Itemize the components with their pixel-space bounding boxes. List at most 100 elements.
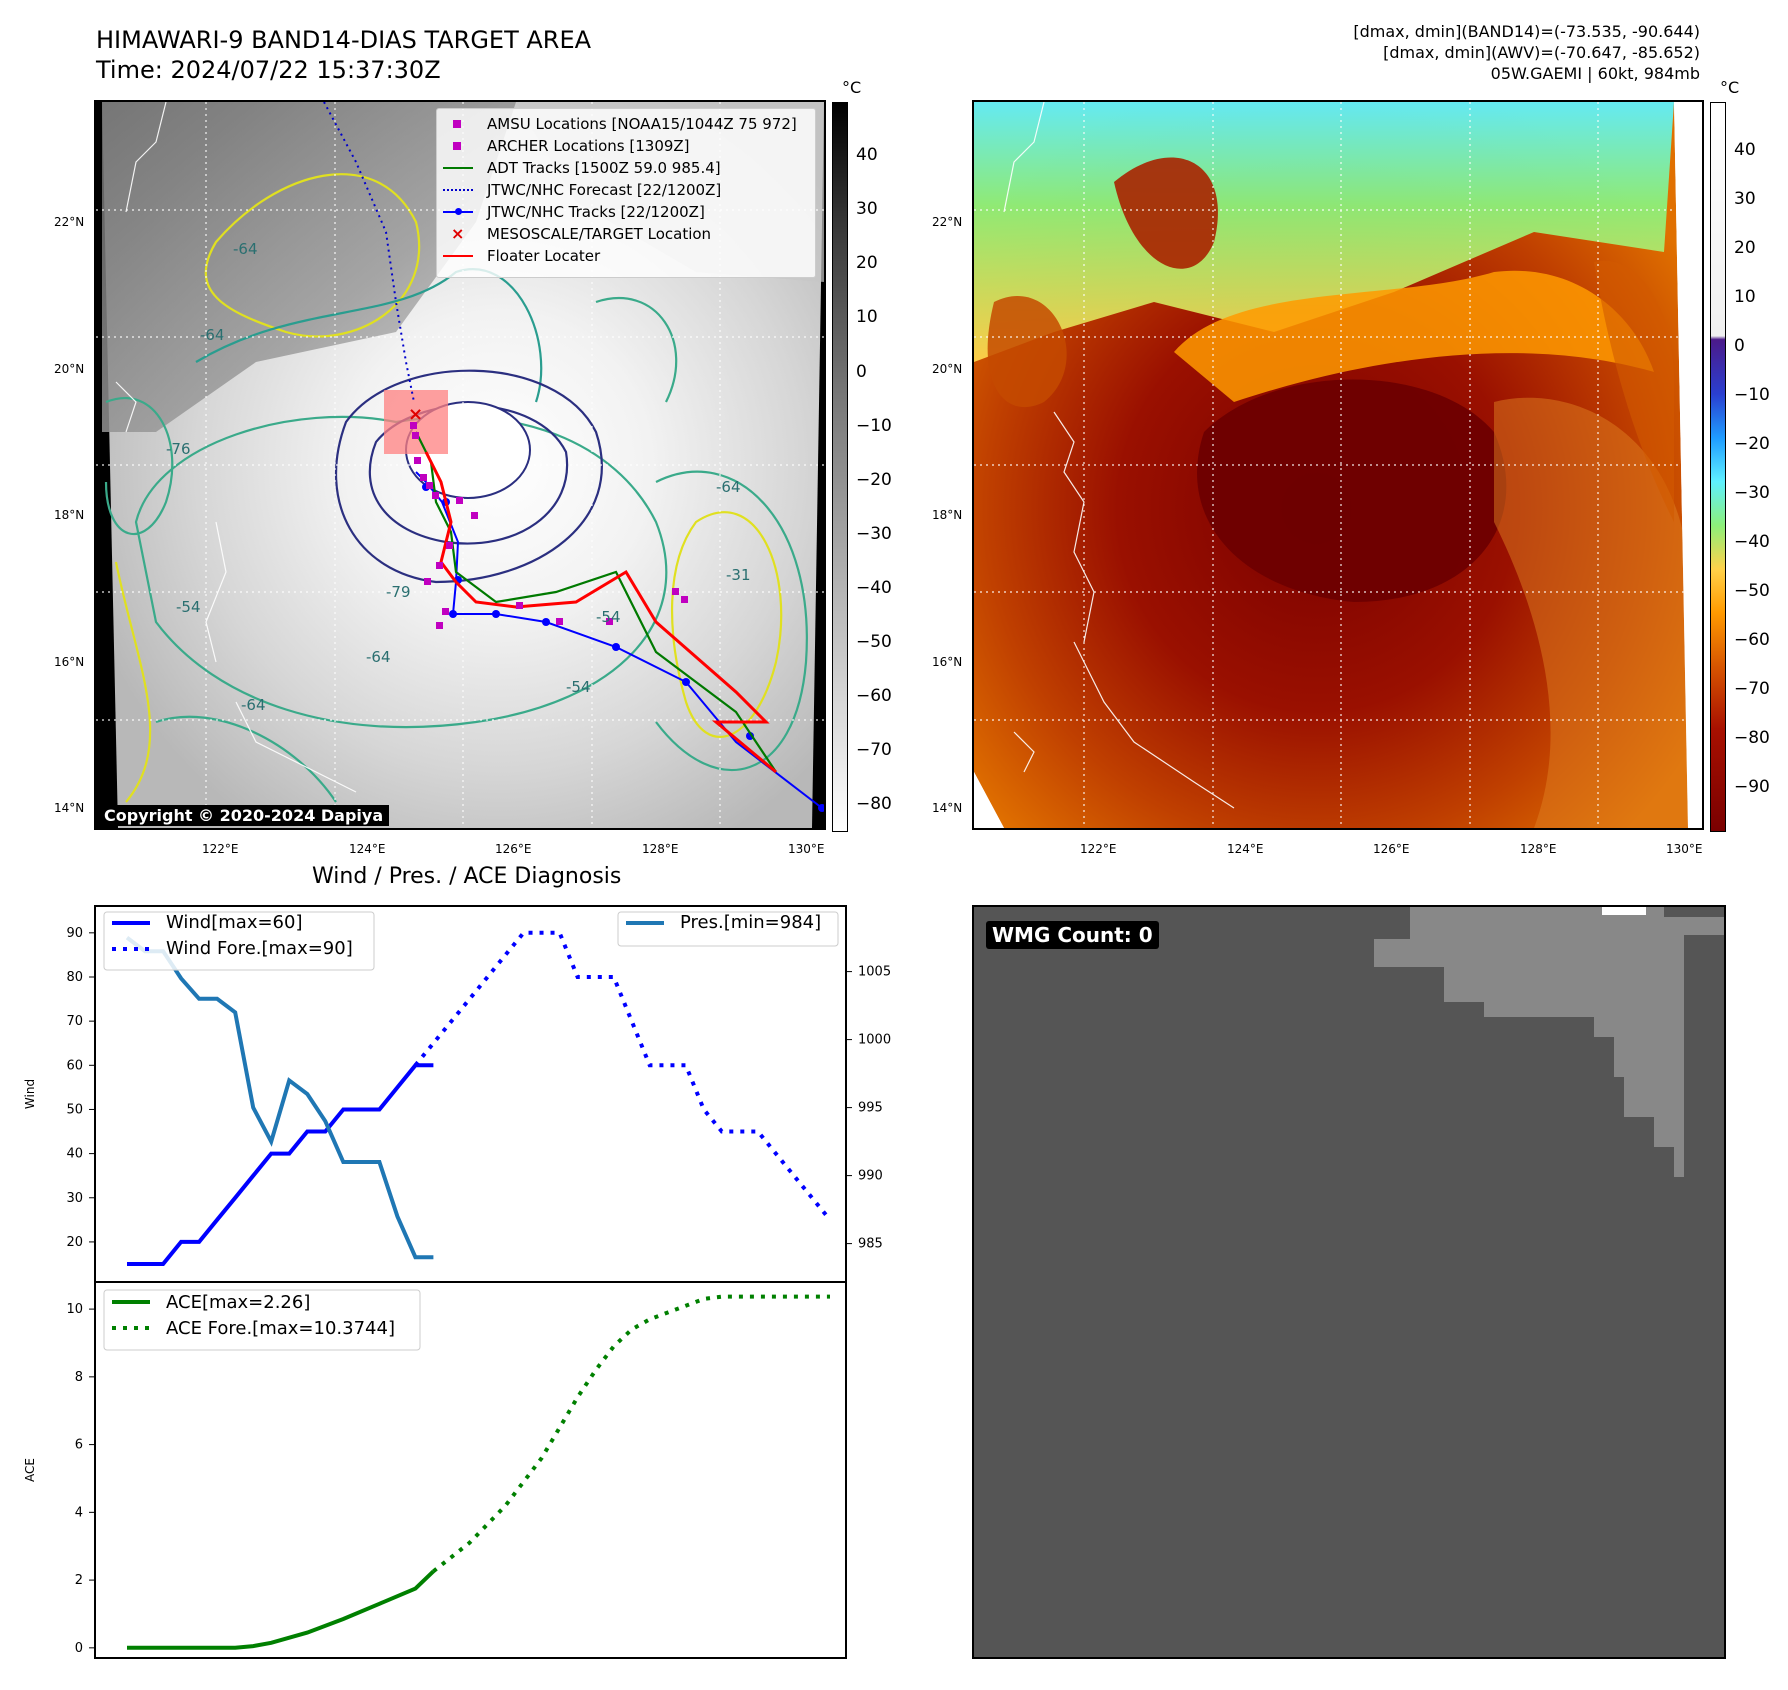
legend-label: AMSU Locations [NOAA15/1044Z 75 972] xyxy=(487,115,797,133)
jtwc-track xyxy=(415,471,823,809)
colorbar-tick: −20 xyxy=(856,470,892,490)
lon-tick: 126°E xyxy=(495,842,532,856)
y-tick-label: 40 xyxy=(66,1147,83,1162)
colorbar-tick: −60 xyxy=(856,686,892,706)
colorbar-tick: 10 xyxy=(856,307,878,327)
y-tick-label: 90 xyxy=(66,926,83,941)
wmg-map xyxy=(1374,907,1724,1177)
wmg-count-text: WMG Count: 0 xyxy=(992,923,1153,947)
contour-label: -79 xyxy=(386,583,411,601)
y-tick-label: 0 xyxy=(75,1641,83,1656)
lat-tick: 14°N xyxy=(54,801,85,815)
floater-track xyxy=(424,451,777,774)
legend-label: Floater Locater xyxy=(487,247,601,265)
colorbar-unit: °C xyxy=(1720,78,1740,97)
awv-map[interactable] xyxy=(972,100,1704,830)
line-marker-icon xyxy=(443,255,473,257)
info-awv: [dmax, dmin](AWV)=(-70.647, -85.652) xyxy=(1383,43,1700,62)
y2-tick-label: 1000 xyxy=(858,1033,891,1048)
awv-imagery xyxy=(974,102,1702,828)
y-axis-label: Wind xyxy=(23,1079,37,1109)
legend-label: ACE[max=2.26] xyxy=(166,1292,310,1313)
legend-label: JTWC/NHC Tracks [22/1200Z] xyxy=(487,203,705,221)
y-tick-label: 6 xyxy=(75,1438,83,1453)
colorbar-tick: 20 xyxy=(1734,238,1756,258)
colorbar-tick: −30 xyxy=(856,524,892,544)
contour-label: -64 xyxy=(200,326,225,344)
pressure-legend-box xyxy=(617,911,839,947)
lon-tick: 124°E xyxy=(349,842,386,856)
y-tick-label: 70 xyxy=(66,1014,83,1029)
ace-series-line-0 xyxy=(127,1569,435,1650)
colorbar-tick: −70 xyxy=(1734,679,1770,699)
copyright-text: Copyright © 2020-2024 Dapiya xyxy=(104,806,384,825)
contour-label: -54 xyxy=(176,598,201,616)
wmg-panel: WMG Count: 0 xyxy=(972,905,1726,1659)
colorbar-tick: −80 xyxy=(1734,728,1770,748)
legend-label: Wind[max=60] xyxy=(166,912,303,933)
y2-tick-label: 995 xyxy=(858,1101,883,1116)
copyright-label: Copyright © 2020-2024 Dapiya xyxy=(98,805,390,826)
lon-tick: 122°E xyxy=(1080,842,1117,856)
legend-label: ADT Tracks [1500Z 59.0 985.4] xyxy=(487,159,721,177)
colorbar-tick: −80 xyxy=(856,794,892,814)
colorbar-tick: 0 xyxy=(856,362,867,382)
y-tick-label: 8 xyxy=(75,1370,83,1385)
colorbar-tick: −10 xyxy=(856,416,892,436)
legend-label: ACE Fore.[max=10.3744] xyxy=(166,1318,395,1339)
y2-tick-label: 985 xyxy=(858,1237,883,1252)
legend-label: MESOSCALE/TARGET Location xyxy=(487,225,712,243)
lat-tick: 18°N xyxy=(932,508,963,522)
colorbar-tick: 0 xyxy=(1734,336,1745,356)
jtwc-forecast-track xyxy=(323,102,415,403)
lon-tick: 130°E xyxy=(1666,842,1703,856)
y-tick-label: 2 xyxy=(75,1573,83,1588)
series-line-0 xyxy=(127,1063,434,1266)
y2-tick-label: 1005 xyxy=(858,965,891,980)
y-tick-label: 60 xyxy=(66,1058,83,1073)
diagnosis-title: Wind / Pres. / ACE Diagnosis xyxy=(312,864,622,889)
lon-tick: 126°E xyxy=(1373,842,1410,856)
square-marker-icon xyxy=(453,120,461,128)
ace-legend-box xyxy=(103,1289,421,1351)
colorbar-tick: −40 xyxy=(1734,532,1770,552)
page-subtitle-time: Time: 2024/07/22 15:37:30Z xyxy=(96,56,441,84)
colorbar-tick: 30 xyxy=(1734,189,1756,209)
lat-tick: 14°N xyxy=(932,801,963,815)
colorbar-tick: −70 xyxy=(856,740,892,760)
lon-tick: 124°E xyxy=(1227,842,1264,856)
target-marker: × xyxy=(408,404,423,425)
dotted-line-icon xyxy=(443,189,473,191)
contour-label: -76 xyxy=(166,440,191,458)
y-tick-label: 80 xyxy=(66,970,83,985)
legend-label: JTWC/NHC Forecast [22/1200Z] xyxy=(487,181,722,199)
colorbar-tick: −50 xyxy=(856,632,892,652)
legend-label: Wind Fore.[max=90] xyxy=(166,938,353,959)
colorbar-tick: 40 xyxy=(1734,140,1756,160)
y-tick-label: 50 xyxy=(66,1102,83,1117)
square-marker-icon xyxy=(453,142,461,150)
contour-label: -31 xyxy=(726,566,751,584)
contour-label: -54 xyxy=(566,678,591,696)
y-tick-label: 10 xyxy=(66,1302,83,1317)
lat-tick: 22°N xyxy=(932,215,963,229)
wmg-count-label: WMG Count: 0 xyxy=(986,921,1159,949)
x-marker-icon: × xyxy=(451,224,465,243)
series-line-2 xyxy=(125,936,434,1260)
colorbar-tick: −50 xyxy=(1734,581,1770,601)
band14-colorbar xyxy=(832,102,848,832)
lon-tick: 122°E xyxy=(202,842,239,856)
contour-label: -54 xyxy=(596,608,621,626)
line-marker-icon xyxy=(443,167,473,169)
ace-plot-frame xyxy=(94,1281,847,1659)
legend-label: ARCHER Locations [1309Z] xyxy=(487,137,690,155)
band14-imagery: × -64 -64 -76 -79 -64 -64 -54 -54 -54 -6… xyxy=(96,102,824,828)
lat-tick: 22°N xyxy=(54,215,85,229)
y-tick-label: 30 xyxy=(66,1191,83,1206)
colorbar-tick: 40 xyxy=(856,145,878,165)
band14-map[interactable]: × -64 -64 -76 -79 -64 -64 -54 -54 -54 -6… xyxy=(94,100,826,830)
diagnosis-chart: 203040506070809098599099510001005WindPre… xyxy=(23,905,891,1659)
wind-legend-box xyxy=(103,911,375,971)
lat-tick: 20°N xyxy=(932,362,963,376)
lon-tick: 130°E xyxy=(788,842,825,856)
